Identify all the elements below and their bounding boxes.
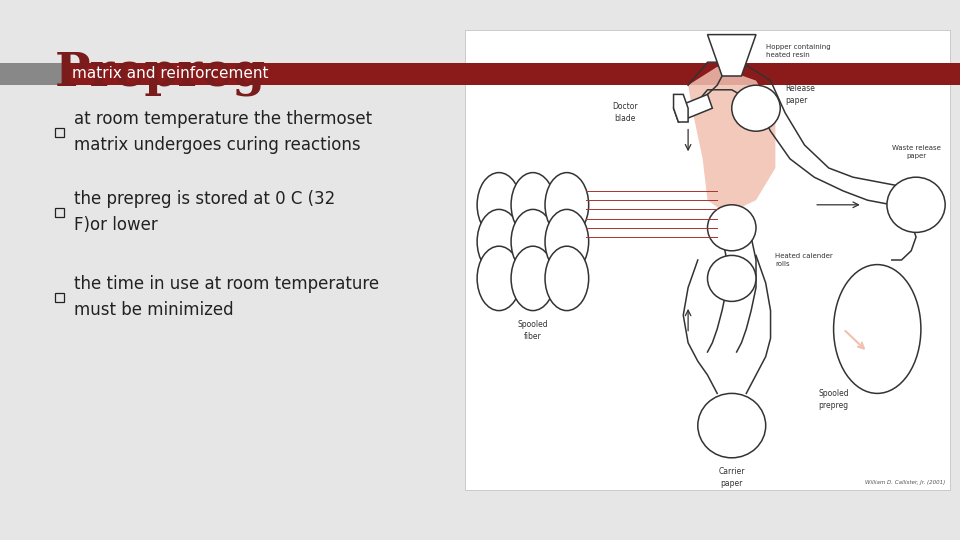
Ellipse shape bbox=[477, 210, 520, 274]
Ellipse shape bbox=[477, 173, 520, 237]
Polygon shape bbox=[708, 35, 756, 76]
Ellipse shape bbox=[511, 246, 555, 310]
Bar bbox=[465, 30, 950, 490]
Ellipse shape bbox=[511, 210, 555, 274]
Polygon shape bbox=[674, 94, 688, 122]
Polygon shape bbox=[688, 67, 776, 214]
Text: Carrier
paper: Carrier paper bbox=[718, 467, 745, 488]
Text: matrix and reinforcement: matrix and reinforcement bbox=[72, 66, 269, 82]
Circle shape bbox=[887, 177, 946, 232]
Text: Spooled
fiber: Spooled fiber bbox=[517, 320, 548, 341]
Text: the time in use at room temperature
must be minimized: the time in use at room temperature must… bbox=[74, 275, 379, 319]
Ellipse shape bbox=[833, 265, 921, 394]
Text: at room temperature the thermoset
matrix undergoes curing reactions: at room temperature the thermoset matrix… bbox=[74, 110, 372, 154]
Text: the prepreg is stored at 0 C (32
F)or lower: the prepreg is stored at 0 C (32 F)or lo… bbox=[74, 190, 335, 234]
Bar bbox=[55, 208, 64, 217]
Circle shape bbox=[708, 255, 756, 301]
Text: Hopper containing
heated resin: Hopper containing heated resin bbox=[766, 44, 830, 58]
Text: Release
paper: Release paper bbox=[785, 84, 815, 105]
Polygon shape bbox=[674, 94, 712, 122]
Bar bbox=[0, 63, 62, 85]
Circle shape bbox=[698, 394, 766, 458]
Text: Spooled
prepreg: Spooled prepreg bbox=[818, 389, 849, 410]
Circle shape bbox=[708, 205, 756, 251]
Ellipse shape bbox=[477, 246, 520, 310]
Ellipse shape bbox=[545, 173, 588, 237]
Bar bbox=[62, 63, 960, 85]
Ellipse shape bbox=[545, 246, 588, 310]
Bar bbox=[55, 128, 64, 137]
Polygon shape bbox=[843, 283, 911, 375]
Text: Doctor
blade: Doctor blade bbox=[612, 103, 637, 123]
Ellipse shape bbox=[545, 210, 588, 274]
Bar bbox=[55, 293, 64, 302]
Ellipse shape bbox=[511, 173, 555, 237]
Text: Heated calender
rolls: Heated calender rolls bbox=[776, 253, 833, 267]
Text: Prepreg: Prepreg bbox=[55, 50, 266, 96]
Text: Waste release
paper: Waste release paper bbox=[892, 145, 941, 159]
Text: William D. Callister, Jr. (2001): William D. Callister, Jr. (2001) bbox=[865, 481, 946, 485]
Circle shape bbox=[732, 85, 780, 131]
